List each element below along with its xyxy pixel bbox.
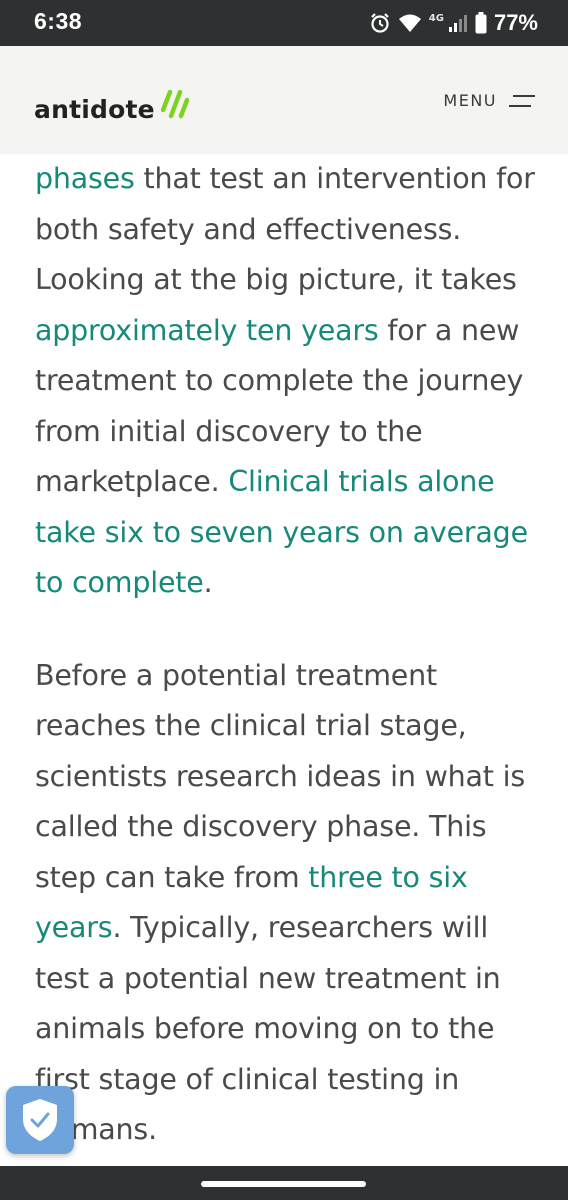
- shield-check-button[interactable]: [6, 1086, 74, 1154]
- home-gesture-handle[interactable]: [201, 1181, 366, 1187]
- system-navigation-bar: [0, 1166, 568, 1200]
- status-icons: 4G 77%: [369, 9, 538, 37]
- paragraph-text: . Typically, researchers will test a pot…: [35, 911, 501, 1146]
- paragraph-development-timeline: phases that test an intervention for bot…: [35, 154, 545, 609]
- paragraph-text: Before a potential treatment reaches the…: [35, 658, 526, 894]
- paragraph-discovery-phase: Before a potential treatment reaches the…: [35, 651, 545, 1156]
- wifi-icon: [398, 14, 421, 32]
- link-phases[interactable]: phases: [35, 162, 135, 195]
- paragraph-text: .: [203, 566, 213, 599]
- article-body: phases that test an intervention for bot…: [35, 154, 545, 1166]
- link-approximately-ten-years[interactable]: approximately ten years: [35, 313, 379, 347]
- paragraph-text: for a new treatment to complete the jour…: [35, 313, 524, 499]
- shield-check-icon: [23, 1099, 57, 1141]
- site-header: antidote MENU: [0, 46, 568, 154]
- battery-percent: 77%: [493, 10, 538, 35]
- paragraph-text: that test an intervention for both safet…: [35, 162, 535, 296]
- menu-icon: [509, 94, 535, 107]
- link-three-to-six-years[interactable]: three to six years: [35, 860, 468, 945]
- network-type: 4G: [428, 12, 444, 24]
- logo-slash-mark-icon: [160, 90, 189, 119]
- site-logo[interactable]: antidote: [34, 90, 189, 124]
- menu-button[interactable]: MENU: [443, 91, 535, 110]
- battery-icon: [475, 12, 487, 34]
- signal-icon: [448, 15, 467, 32]
- link-clinical-trials-duration[interactable]: Clinical trials alone take six to seven …: [35, 465, 528, 599]
- menu-label: MENU: [443, 91, 497, 110]
- status-time: 6:38: [34, 8, 83, 34]
- status-bar: 6:38 4G 77%: [0, 0, 568, 46]
- alarm-icon: [371, 13, 389, 33]
- logo-text: antidote: [34, 95, 155, 124]
